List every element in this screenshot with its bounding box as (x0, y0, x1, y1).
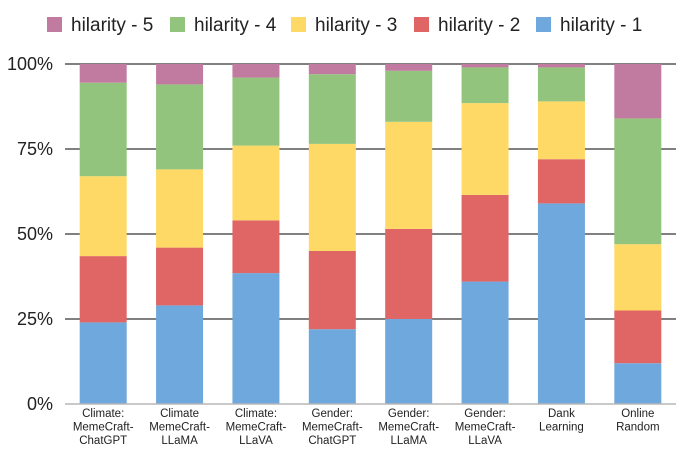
bar-segment (614, 310, 662, 364)
bar-segment (156, 305, 204, 404)
y-tick-label: 100% (7, 54, 53, 74)
legend: hilarity - 5 hilarity - 4 hilarity - 3 hila… (47, 15, 642, 36)
bar-segment (308, 74, 356, 144)
bar-segment (79, 64, 127, 83)
bar-stack (308, 64, 356, 404)
bar-segment (385, 121, 433, 229)
legend-label: hilarity - 1 (560, 15, 642, 36)
x-tick-label: Gender: MemeCraft-LLaVA (455, 408, 516, 447)
bar-segment (537, 64, 585, 68)
legend-label: hilarity - 2 (438, 15, 520, 36)
legend-item: hilarity - 5 (47, 15, 153, 36)
x-tick-label: Online Random (616, 408, 659, 434)
bar-segment (614, 118, 662, 245)
y-tick-label: 75% (17, 139, 53, 159)
y-tick-label: 0% (27, 394, 53, 414)
legend-swatch (47, 17, 62, 32)
bar-stack (537, 64, 585, 404)
legend-label: hilarity - 4 (194, 15, 277, 36)
legend-swatch (414, 17, 429, 32)
bar-segment (79, 322, 127, 404)
bar-segment (156, 169, 204, 248)
bar-segment (461, 281, 509, 404)
legend-item: hilarity - 3 (291, 15, 397, 36)
x-axis: Climate: MemeCraft-ChatGPT Climate MemeCraf… (65, 403, 676, 447)
bar-stack (461, 64, 509, 404)
legend-item: hilarity - 2 (414, 15, 520, 36)
bar-segment (537, 101, 585, 160)
bar-segment (232, 145, 280, 221)
bar-segment (232, 220, 280, 274)
bar-segment (156, 84, 204, 170)
bar-segment (308, 251, 356, 330)
x-tick-label: Climate MemeCraft-LLaMA (149, 408, 210, 447)
bar-segment (156, 64, 204, 85)
bar-segment (79, 176, 127, 257)
bar-segment (385, 228, 433, 319)
y-tick-label: 50% (17, 224, 53, 244)
bar-segment (308, 329, 356, 404)
x-tick-label: Gender: MemeCraft-ChatGPT (302, 408, 363, 447)
bar-segment (614, 363, 662, 404)
legend-swatch (291, 17, 306, 32)
legend-item: hilarity - 1 (536, 15, 642, 36)
bar-segment (614, 244, 662, 311)
legend-label: hilarity - 5 (71, 15, 153, 36)
bar-segment (308, 64, 356, 75)
bar-stack (232, 64, 280, 404)
x-tick-label: Climate: MemeCraft-LLaVA (226, 408, 287, 447)
bar-segment (461, 64, 509, 68)
bar-segment (537, 203, 585, 404)
x-tick-label: Dank Learning (539, 408, 584, 434)
y-axis: 0% 25% 50% 75% 100% (7, 54, 53, 414)
bar-segment (232, 64, 280, 78)
bar-segment (308, 143, 356, 251)
y-tick-label: 25% (17, 309, 53, 329)
bar-segment (79, 256, 127, 323)
bar-stack (156, 64, 204, 404)
bar-segment (385, 319, 433, 404)
x-tick-label: Gender: MemeCraft-LLaMA (378, 408, 439, 447)
bar-segment (461, 67, 509, 104)
bar-segment (461, 103, 509, 195)
legend-item: hilarity - 4 (170, 15, 277, 36)
bar-segment (156, 247, 204, 306)
bar-segment (79, 82, 127, 177)
bar-segment (614, 64, 662, 119)
bar-segment (461, 194, 509, 282)
bar-stack (614, 64, 662, 404)
bar-segment (537, 159, 585, 204)
legend-label: hilarity - 3 (315, 15, 397, 36)
bar-segment (537, 67, 585, 102)
bar-segment (385, 70, 433, 122)
bar-segment (232, 77, 280, 146)
x-tick-label: Climate: MemeCraft-ChatGPT (73, 408, 134, 447)
bar-segment (232, 273, 280, 404)
legend-swatch (536, 17, 551, 32)
bars (79, 64, 662, 404)
bar-stack (385, 64, 433, 404)
bar-stack (79, 64, 127, 404)
bar-segment (385, 64, 433, 71)
legend-swatch (170, 17, 185, 32)
